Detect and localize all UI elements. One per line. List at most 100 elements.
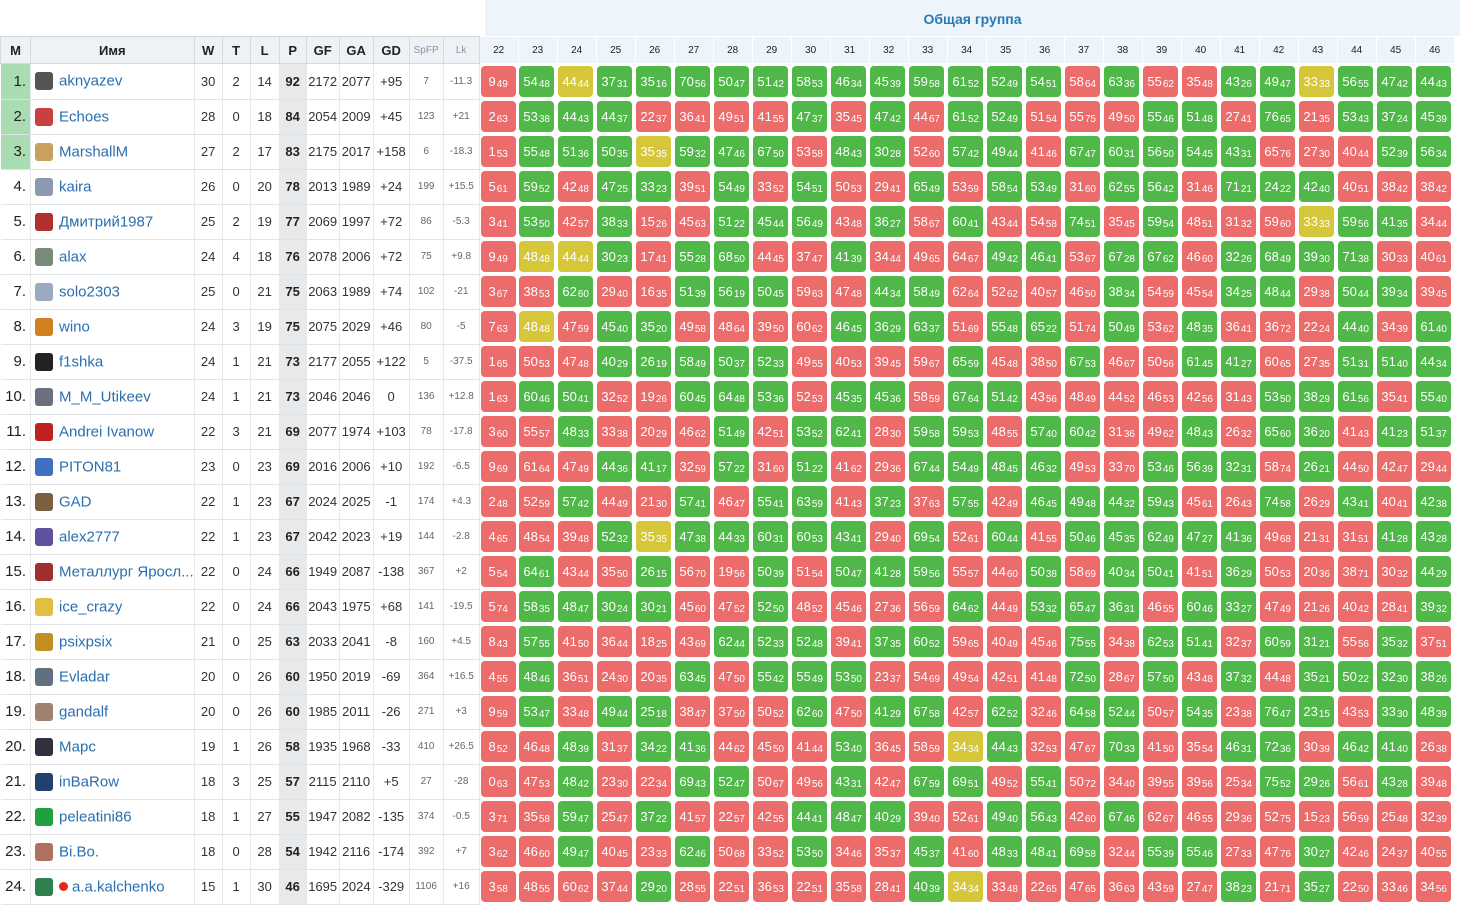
round-result[interactable]: 47 49	[1260, 591, 1296, 622]
avatar[interactable]	[35, 807, 53, 826]
round-result[interactable]: 40 29	[597, 346, 633, 377]
round-result[interactable]: 63 37	[909, 311, 945, 342]
round-result[interactable]: 59 56	[1338, 206, 1374, 237]
round-result[interactable]: 25 47	[597, 801, 633, 832]
round-result[interactable]: 41 29	[870, 696, 906, 727]
round-header[interactable]: 41	[1219, 36, 1260, 64]
round-result[interactable]: 45 61	[1182, 486, 1218, 517]
round-header[interactable]: 26	[634, 36, 675, 64]
round-result[interactable]: 44 62	[714, 731, 750, 762]
round-result[interactable]: 33 52	[753, 836, 789, 867]
round-result[interactable]: 45 37	[909, 836, 945, 867]
round-result[interactable]: 40 42	[1338, 591, 1374, 622]
round-result[interactable]: 76 47	[1260, 696, 1296, 727]
round-result[interactable]: 49 68	[1260, 521, 1296, 552]
avatar[interactable]	[35, 422, 53, 441]
round-result[interactable]: 51 39	[675, 276, 711, 307]
round-result[interactable]: 39 51	[675, 171, 711, 202]
round-result[interactable]: 33 46	[1377, 871, 1413, 902]
round-result[interactable]: 3 58	[480, 871, 516, 902]
round-result[interactable]: 36 51	[558, 661, 594, 692]
round-result[interactable]: 56 50	[1143, 136, 1179, 167]
round-result[interactable]: 47 42	[1377, 66, 1413, 97]
round-header[interactable]: 36	[1024, 36, 1065, 64]
round-result[interactable]: 3 60	[480, 416, 516, 447]
round-result[interactable]: 54 48	[519, 66, 555, 97]
round-result[interactable]: 41 55	[1026, 521, 1062, 552]
round-result[interactable]: 56 19	[714, 276, 750, 307]
col-l[interactable]: L	[249, 36, 280, 64]
round-header[interactable]: 28	[712, 36, 753, 64]
round-result[interactable]: 39 56	[1182, 766, 1218, 797]
round-result[interactable]: 58 59	[909, 731, 945, 762]
round-result[interactable]: 65 59	[948, 346, 984, 377]
round-result[interactable]: 54 59	[1143, 276, 1179, 307]
round-result[interactable]: 45 39	[870, 66, 906, 97]
round-result[interactable]: 52 49	[987, 101, 1023, 132]
round-result[interactable]: 43 69	[675, 626, 711, 657]
round-result[interactable]: 54 69	[909, 661, 945, 692]
round-result[interactable]: 23 38	[1221, 696, 1257, 727]
avatar[interactable]	[35, 597, 53, 616]
table-row[interactable]: 3. MarshallM 27 2 17 83 2175 2017 +158 6 -18.3 1 53 5…	[0, 134, 1455, 170]
round-result[interactable]: 59 67	[909, 346, 945, 377]
round-result[interactable]: 48 43	[831, 136, 867, 167]
round-result[interactable]: 69 51	[948, 766, 984, 797]
round-result[interactable]: 48 64	[714, 311, 750, 342]
avatar[interactable]	[35, 562, 53, 581]
round-result[interactable]: 52 60	[909, 136, 945, 167]
round-result[interactable]: 33 38	[597, 416, 633, 447]
round-header[interactable]: 39	[1141, 36, 1182, 64]
round-result[interactable]: 44 34	[1416, 346, 1452, 377]
round-result[interactable]: 41 51	[1182, 556, 1218, 587]
round-result[interactable]: 39 30	[1299, 241, 1335, 272]
round-result[interactable]: 61 56	[1338, 381, 1374, 412]
table-row[interactable]: 17. psixpsix 21 0 25 63 2033 2041 -8 160 +4.5 8 43 57…	[0, 624, 1455, 660]
round-result[interactable]: 50 47	[714, 66, 750, 97]
round-result[interactable]: 58 49	[675, 346, 711, 377]
round-result[interactable]: 59 54	[1143, 206, 1179, 237]
round-result[interactable]: 72 50	[1065, 661, 1101, 692]
round-result[interactable]: 48 49	[1065, 381, 1101, 412]
round-result[interactable]: 30 23	[597, 241, 633, 272]
round-result[interactable]: 44 67	[909, 101, 945, 132]
round-result[interactable]: 23 15	[1299, 696, 1335, 727]
round-result[interactable]: 43 48	[1182, 661, 1218, 692]
round-result[interactable]: 53 36	[753, 381, 789, 412]
round-result[interactable]: 41 28	[1377, 521, 1413, 552]
round-result[interactable]: 38 34	[1104, 276, 1140, 307]
avatar[interactable]	[35, 527, 53, 546]
round-result[interactable]: 20 35	[636, 661, 672, 692]
round-result[interactable]: 19 26	[636, 381, 672, 412]
round-result[interactable]: 42 51	[987, 661, 1023, 692]
round-result[interactable]: 59 63	[792, 276, 828, 307]
round-result[interactable]: 52 33	[753, 626, 789, 657]
table-row[interactable]: 21. inBaRow 18 3 25 57 2115 2110 +5 27 -28 0 63 47 53 4…	[0, 764, 1455, 800]
round-result[interactable]: 53 59	[948, 171, 984, 202]
round-result[interactable]: 46 31	[1221, 731, 1257, 762]
round-result[interactable]: 45 40	[597, 311, 633, 342]
round-result[interactable]: 24 37	[1377, 836, 1413, 867]
round-result[interactable]: 53 49	[1026, 171, 1062, 202]
round-result[interactable]: 56 43	[1026, 801, 1062, 832]
round-result[interactable]: 70 56	[675, 66, 711, 97]
round-result[interactable]: 48 55	[519, 871, 555, 902]
round-result[interactable]: 52 44	[1104, 696, 1140, 727]
avatar[interactable]	[35, 492, 53, 511]
player-name-link[interactable]: f1shka	[59, 353, 104, 370]
round-result[interactable]: 34 46	[831, 836, 867, 867]
round-result[interactable]: 55 42	[753, 661, 789, 692]
round-result[interactable]: 51 36	[558, 136, 594, 167]
avatar[interactable]	[35, 772, 53, 791]
round-result[interactable]: 49 51	[714, 101, 750, 132]
round-result[interactable]: 49 65	[909, 241, 945, 272]
round-result[interactable]: 38 29	[1299, 381, 1335, 412]
round-result[interactable]: 2 63	[480, 101, 516, 132]
round-result[interactable]: 47 67	[1065, 731, 1101, 762]
round-result[interactable]: 21 30	[636, 486, 672, 517]
round-result[interactable]: 20 29	[636, 416, 672, 447]
round-result[interactable]: 61 52	[948, 66, 984, 97]
round-result[interactable]: 56 59	[909, 591, 945, 622]
table-row[interactable]: 19. gandalf 20 0 26 60 1985 2011 -26 271 +3 9 59 53 47…	[0, 694, 1455, 730]
round-result[interactable]: 30 28	[870, 136, 906, 167]
